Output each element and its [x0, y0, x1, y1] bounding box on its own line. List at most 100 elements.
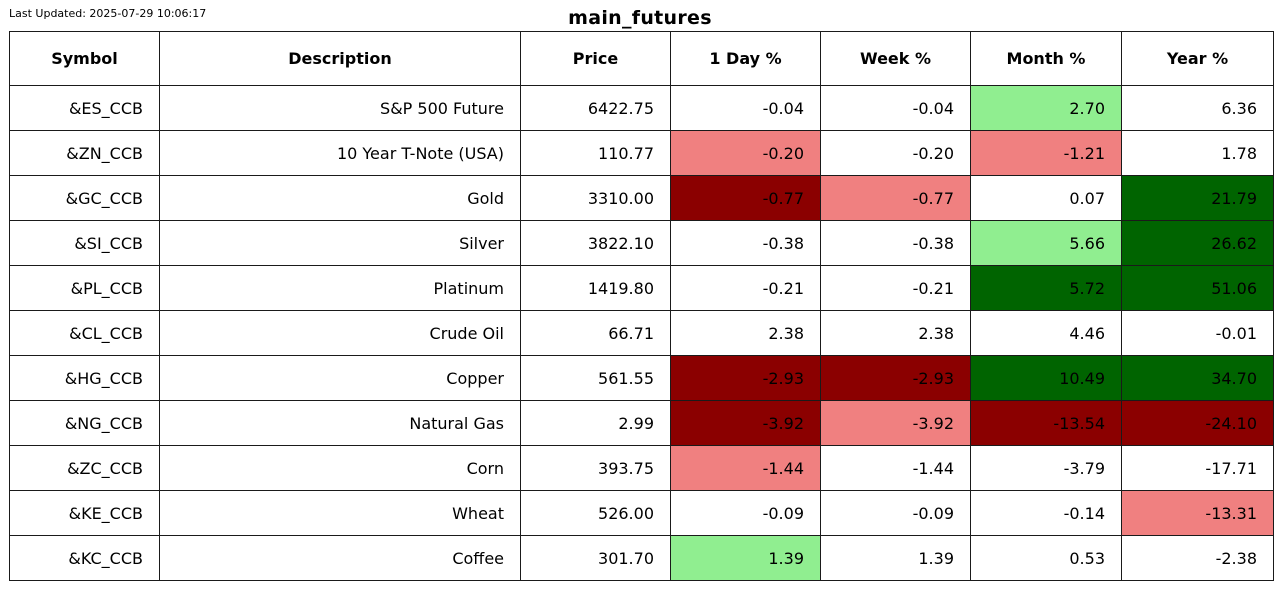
column-header-price: Price: [520, 31, 671, 86]
week-change-cell: -3.92: [820, 400, 971, 446]
day-change-cell: 2.38: [670, 310, 821, 356]
column-header-symbol: Symbol: [9, 31, 160, 86]
futures-table: Symbol Description Price 1 Day % Week % …: [9, 31, 1274, 581]
month-change-cell: 10.49: [970, 355, 1122, 401]
price-cell: 6422.75: [520, 85, 671, 131]
table-row: &HG_CCB Copper 561.55 -2.93 -2.93 10.49 34.70: [9, 355, 1274, 401]
table-row: &SI_CCB Silver 3822.10 -0.38 -0.38 5.66 26.62: [9, 220, 1274, 266]
description-cell: Natural Gas: [159, 400, 521, 446]
symbol-cell: &ZC_CCB: [9, 445, 160, 491]
month-change-cell: 5.72: [970, 265, 1122, 311]
price-cell: 2.99: [520, 400, 671, 446]
year-change-cell: 26.62: [1121, 220, 1274, 266]
description-cell: Gold: [159, 175, 521, 221]
symbol-cell: &CL_CCB: [9, 310, 160, 356]
week-change-cell: -0.38: [820, 220, 971, 266]
column-header-week-pct: Week %: [820, 31, 971, 86]
table-row: &ES_CCB S&P 500 Future 6422.75 -0.04 -0.04 2.…: [9, 85, 1274, 131]
day-change-cell: -0.20: [670, 130, 821, 176]
table-row: &NG_CCB Natural Gas 2.99 -3.92 -3.92 -13.54 -2…: [9, 400, 1274, 446]
table-row: &KE_CCB Wheat 526.00 -0.09 -0.09 -0.14 -13.31: [9, 490, 1274, 536]
symbol-cell: &NG_CCB: [9, 400, 160, 446]
price-cell: 110.77: [520, 130, 671, 176]
table-row: &GC_CCB Gold 3310.00 -0.77 -0.77 0.07 21.79: [9, 175, 1274, 221]
description-cell: S&P 500 Future: [159, 85, 521, 131]
description-cell: Wheat: [159, 490, 521, 536]
year-change-cell: 21.79: [1121, 175, 1274, 221]
description-cell: Coffee: [159, 535, 521, 581]
column-header-year-pct: Year %: [1121, 31, 1274, 86]
column-header-1-day-pct: 1 Day %: [670, 31, 821, 86]
month-change-cell: -13.54: [970, 400, 1122, 446]
header-row: Symbol Description Price 1 Day % Week % …: [9, 31, 1274, 86]
year-change-cell: -17.71: [1121, 445, 1274, 491]
day-change-cell: -0.77: [670, 175, 821, 221]
last-updated-timestamp: Last Updated: 2025-07-29 10:06:17: [9, 7, 207, 20]
symbol-cell: &KC_CCB: [9, 535, 160, 581]
month-change-cell: -1.21: [970, 130, 1122, 176]
year-change-cell: -24.10: [1121, 400, 1274, 446]
price-cell: 526.00: [520, 490, 671, 536]
table-row: &KC_CCB Coffee 301.70 1.39 1.39 0.53 -2.38: [9, 535, 1274, 581]
year-change-cell: -0.01: [1121, 310, 1274, 356]
day-change-cell: -0.09: [670, 490, 821, 536]
table-body: &ES_CCB S&P 500 Future 6422.75 -0.04 -0.04 2.…: [9, 85, 1274, 581]
description-cell: Copper: [159, 355, 521, 401]
month-change-cell: 2.70: [970, 85, 1122, 131]
price-cell: 1419.80: [520, 265, 671, 311]
week-change-cell: -0.77: [820, 175, 971, 221]
year-change-cell: 1.78: [1121, 130, 1274, 176]
table-row: &ZC_CCB Corn 393.75 -1.44 -1.44 -3.79 -17.71: [9, 445, 1274, 491]
day-change-cell: 1.39: [670, 535, 821, 581]
description-cell: Platinum: [159, 265, 521, 311]
day-change-cell: -2.93: [670, 355, 821, 401]
month-change-cell: 0.07: [970, 175, 1122, 221]
week-change-cell: -0.21: [820, 265, 971, 311]
week-change-cell: -1.44: [820, 445, 971, 491]
week-change-cell: -0.09: [820, 490, 971, 536]
table-row: &ZN_CCB 10 Year T-Note (USA) 110.77 -0.20 -0…: [9, 130, 1274, 176]
year-change-cell: 34.70: [1121, 355, 1274, 401]
symbol-cell: &HG_CCB: [9, 355, 160, 401]
symbol-cell: &SI_CCB: [9, 220, 160, 266]
day-change-cell: -0.04: [670, 85, 821, 131]
week-change-cell: 1.39: [820, 535, 971, 581]
price-cell: 66.71: [520, 310, 671, 356]
price-cell: 561.55: [520, 355, 671, 401]
table-row: &CL_CCB Crude Oil 66.71 2.38 2.38 4.46 -0.01: [9, 310, 1274, 356]
symbol-cell: &PL_CCB: [9, 265, 160, 311]
week-change-cell: -0.20: [820, 130, 971, 176]
price-cell: 3822.10: [520, 220, 671, 266]
week-change-cell: 2.38: [820, 310, 971, 356]
symbol-cell: &GC_CCB: [9, 175, 160, 221]
day-change-cell: -1.44: [670, 445, 821, 491]
month-change-cell: -3.79: [970, 445, 1122, 491]
month-change-cell: 4.46: [970, 310, 1122, 356]
description-cell: Silver: [159, 220, 521, 266]
year-change-cell: -13.31: [1121, 490, 1274, 536]
year-change-cell: -2.38: [1121, 535, 1274, 581]
symbol-cell: &ES_CCB: [9, 85, 160, 131]
month-change-cell: 5.66: [970, 220, 1122, 266]
year-change-cell: 51.06: [1121, 265, 1274, 311]
description-cell: Crude Oil: [159, 310, 521, 356]
price-cell: 301.70: [520, 535, 671, 581]
column-header-month-pct: Month %: [970, 31, 1122, 86]
month-change-cell: -0.14: [970, 490, 1122, 536]
day-change-cell: -0.38: [670, 220, 821, 266]
day-change-cell: -0.21: [670, 265, 821, 311]
year-change-cell: 6.36: [1121, 85, 1274, 131]
week-change-cell: -0.04: [820, 85, 971, 131]
description-cell: 10 Year T-Note (USA): [159, 130, 521, 176]
symbol-cell: &ZN_CCB: [9, 130, 160, 176]
symbol-cell: &KE_CCB: [9, 490, 160, 536]
column-header-description: Description: [159, 31, 521, 86]
table-row: &PL_CCB Platinum 1419.80 -0.21 -0.21 5.72 51.0…: [9, 265, 1274, 311]
price-cell: 393.75: [520, 445, 671, 491]
day-change-cell: -3.92: [670, 400, 821, 446]
price-cell: 3310.00: [520, 175, 671, 221]
month-change-cell: 0.53: [970, 535, 1122, 581]
table-title: main_futures: [568, 7, 712, 29]
description-cell: Corn: [159, 445, 521, 491]
week-change-cell: -2.93: [820, 355, 971, 401]
